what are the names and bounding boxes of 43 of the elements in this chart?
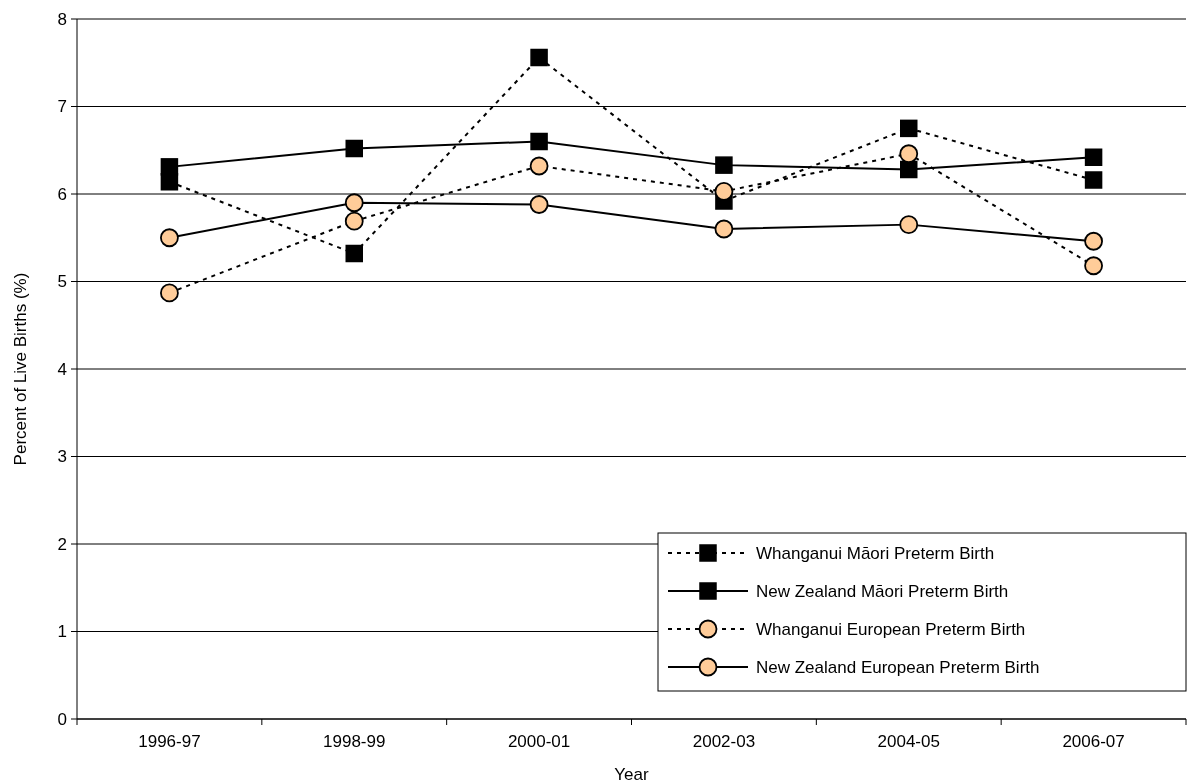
- legend-label: Whanganui Māori Preterm Birth: [756, 543, 995, 563]
- point: [345, 244, 363, 263]
- x-tick-label: 2000-01: [507, 732, 571, 751]
- point: [344, 211, 364, 231]
- point: [345, 139, 363, 158]
- point: [899, 144, 919, 164]
- point: [1084, 148, 1103, 166]
- y-tick-label: 2: [57, 534, 67, 554]
- x-axis-title: Year: [614, 765, 650, 782]
- point: [530, 132, 548, 151]
- point: [530, 48, 548, 67]
- point: [1084, 171, 1103, 189]
- point: [899, 215, 919, 235]
- y-tick-label: 5: [57, 272, 67, 292]
- point: [529, 156, 549, 176]
- y-tick-label: 7: [57, 97, 67, 117]
- legend-label: New Zealand European Preterm Birth: [756, 657, 1040, 677]
- y-tick-label: 8: [57, 9, 67, 29]
- y-tick-label: 0: [57, 709, 67, 729]
- point: [1084, 256, 1103, 276]
- point: [344, 193, 364, 213]
- y-tick-label: 1: [57, 622, 67, 642]
- point: [529, 195, 549, 214]
- x-tick-label: 1996-97: [138, 732, 201, 751]
- y-axis-title: Percent of Live Births (%): [11, 272, 30, 466]
- point: [714, 181, 734, 201]
- point: [715, 156, 733, 174]
- point: [160, 158, 179, 176]
- point: [714, 219, 734, 239]
- legend-label: New Zealand Māori Preterm Birth: [756, 581, 1009, 601]
- x-tick-label: 2004-05: [877, 732, 940, 751]
- point: [1084, 231, 1103, 251]
- x-tick-label: 2006-07: [1062, 732, 1125, 751]
- x-tick-label: 2002-03: [692, 732, 756, 751]
- legend-label: Whanganui European Preterm Birth: [756, 619, 1026, 639]
- y-tick-label: 3: [57, 447, 67, 467]
- point: [160, 228, 179, 248]
- y-tick-label: 6: [57, 184, 67, 204]
- x-tick-label: 1998-99: [323, 732, 386, 751]
- y-tick-label: 4: [57, 359, 67, 379]
- point: [900, 119, 918, 138]
- point: [900, 160, 918, 179]
- point: [160, 283, 179, 303]
